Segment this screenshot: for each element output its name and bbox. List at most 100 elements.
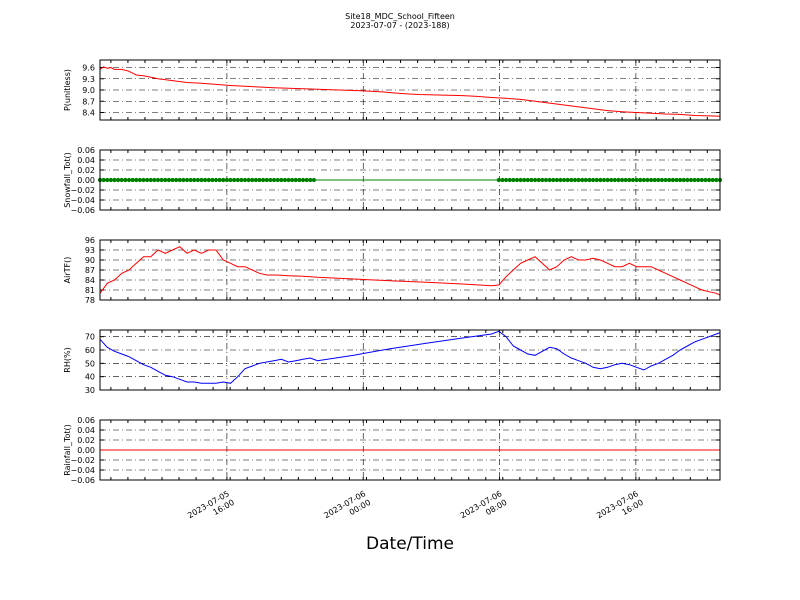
series-marker: [674, 177, 679, 183]
series-marker: [268, 177, 273, 183]
series-marker: [290, 177, 295, 183]
series-marker: [126, 177, 132, 183]
series-marker: [279, 177, 284, 183]
series-marker: [590, 177, 596, 183]
series-marker: [174, 177, 179, 183]
series-marker: [123, 177, 128, 183]
series-marker: [311, 177, 317, 183]
series-marker: [195, 177, 200, 183]
series-marker: [253, 177, 259, 183]
series-marker: [188, 177, 193, 183]
y-tick-label: 0.00: [77, 446, 95, 455]
y-axis-label: AirTF(): [63, 257, 72, 284]
series-marker: [293, 177, 298, 183]
series-marker: [580, 177, 585, 183]
series-marker: [130, 177, 135, 183]
series-marker: [627, 177, 632, 183]
series-marker: [558, 177, 563, 183]
series-marker: [213, 177, 219, 183]
series-marker: [242, 177, 248, 183]
series-marker: [649, 177, 654, 183]
series-marker: [511, 177, 516, 183]
series-marker: [543, 177, 549, 183]
series-marker: [561, 177, 567, 183]
series-marker: [206, 177, 211, 183]
y-tick-label: 84: [85, 276, 95, 285]
y-tick-label: 0.04: [77, 156, 95, 165]
chart-subtitle: 2023-07-07 - (2023-188): [350, 21, 450, 30]
series-marker: [540, 177, 545, 183]
series-marker: [184, 177, 190, 183]
y-tick-label: 96: [85, 236, 95, 245]
series-marker: [271, 177, 277, 183]
series-marker: [235, 177, 240, 183]
series-marker: [250, 177, 255, 183]
series-marker: [101, 177, 106, 183]
series-marker: [678, 177, 683, 183]
series-marker: [282, 177, 288, 183]
series-marker: [116, 177, 121, 183]
series-marker: [304, 177, 309, 183]
series-marker: [141, 177, 146, 183]
series-marker: [565, 177, 570, 183]
y-tick-label: −0.06: [70, 206, 95, 215]
series-marker: [108, 177, 113, 183]
series-marker: [105, 177, 110, 183]
series-marker: [518, 177, 523, 183]
y-tick-label: −0.06: [70, 476, 95, 485]
y-tick-label: 9.0: [82, 86, 95, 95]
series-marker: [583, 177, 588, 183]
series-marker: [177, 177, 182, 183]
series-marker: [210, 177, 215, 183]
series-marker: [297, 177, 302, 183]
series-marker: [159, 177, 164, 183]
y-tick-label: 90: [85, 256, 95, 265]
series-marker: [601, 177, 607, 183]
series-marker: [261, 177, 266, 183]
y-tick-label: 0.06: [77, 416, 95, 425]
series-marker: [714, 177, 719, 183]
series-marker: [605, 177, 610, 183]
series-marker: [145, 177, 150, 183]
series-marker: [496, 177, 501, 183]
y-tick-label: −0.04: [70, 466, 95, 475]
y-tick-label: −0.02: [70, 186, 95, 195]
series-marker: [137, 177, 142, 183]
series-marker: [652, 177, 657, 183]
series-marker: [707, 177, 712, 183]
series-marker: [232, 177, 237, 183]
y-tick-label: 0.02: [77, 436, 95, 445]
y-tick-label: 0.04: [77, 426, 95, 435]
series-marker: [594, 177, 599, 183]
series-marker: [119, 177, 124, 183]
series-marker: [228, 177, 233, 183]
series-marker: [308, 177, 313, 183]
series-marker: [699, 177, 704, 183]
series-marker: [503, 177, 509, 183]
chart-title: Site18_MDC_School_Fifteen: [345, 12, 455, 21]
series-marker: [532, 177, 538, 183]
series-marker: [163, 177, 168, 183]
series-marker: [630, 177, 636, 183]
series-marker: [529, 177, 534, 183]
y-tick-label: −0.02: [70, 456, 95, 465]
series-marker: [217, 177, 222, 183]
series-marker: [685, 177, 690, 183]
series-line: [100, 246, 720, 296]
y-tick-label: 60: [85, 346, 95, 355]
series-marker: [507, 177, 512, 183]
series-marker: [192, 177, 197, 183]
series-marker: [659, 177, 665, 183]
series-marker: [112, 177, 117, 183]
series-marker: [710, 177, 715, 183]
series-marker: [688, 177, 694, 183]
y-tick-label: 0.06: [77, 146, 95, 155]
series-marker: [148, 177, 153, 183]
series-marker: [514, 177, 520, 183]
y-axis-label: RH(%): [63, 347, 72, 372]
series-marker: [696, 177, 701, 183]
series-marker: [224, 177, 230, 183]
